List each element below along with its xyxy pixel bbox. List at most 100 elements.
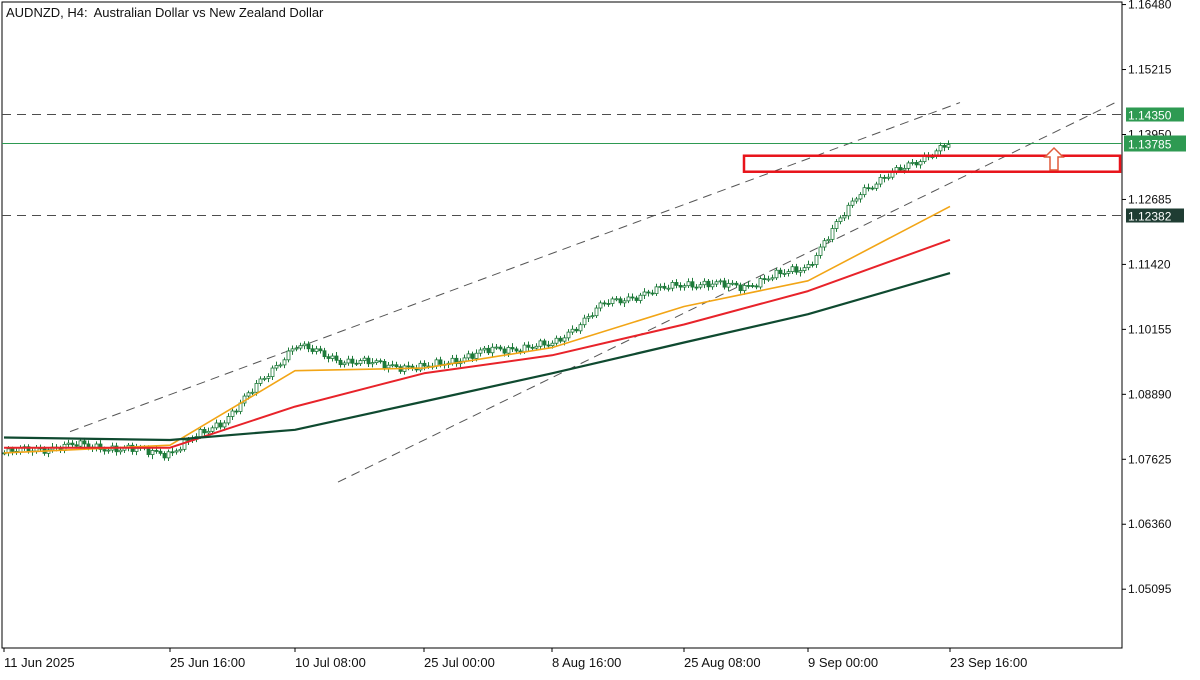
candle (858, 192, 863, 203)
candle (726, 279, 731, 292)
candle (718, 278, 723, 285)
candle (678, 282, 683, 291)
candle (618, 296, 623, 306)
candle-body (358, 360, 363, 365)
candle (170, 447, 175, 457)
candle-body (370, 362, 375, 365)
candle-body (742, 285, 747, 292)
candle-body (270, 367, 275, 377)
candle-body (702, 280, 707, 286)
candle (882, 174, 887, 183)
candle (306, 341, 311, 353)
candle (302, 341, 307, 350)
candle-body (710, 283, 715, 288)
candle (674, 279, 679, 289)
candle-body (750, 285, 755, 287)
candle (318, 345, 323, 354)
candle-body (790, 266, 795, 272)
candle-body (878, 176, 883, 185)
candle (70, 440, 75, 448)
candle (710, 279, 715, 290)
candle-body (898, 167, 903, 171)
candle-body (718, 280, 723, 283)
candle-body (278, 364, 283, 367)
candle (622, 297, 627, 308)
candle-body (406, 365, 411, 368)
candle (642, 288, 647, 299)
candle-body (818, 246, 823, 256)
candle (758, 276, 763, 290)
candle-body (86, 443, 91, 448)
candle (626, 293, 631, 304)
candle-body (350, 358, 355, 364)
candle-body (282, 359, 287, 366)
candle (654, 283, 659, 296)
candle-body (714, 281, 719, 285)
candle (634, 295, 639, 303)
candle-body (390, 364, 395, 367)
candle-body (314, 348, 319, 352)
candle (282, 357, 287, 369)
x-tick-label: 9 Sep 00:00 (808, 655, 878, 670)
candle-body (854, 198, 859, 202)
candle-body (154, 450, 159, 452)
candle-body (778, 269, 783, 275)
candle-body (654, 286, 659, 294)
candle-body (362, 357, 367, 361)
candle (290, 345, 295, 355)
candle-body (634, 297, 639, 301)
channel-line (69, 102, 961, 433)
candle-body (882, 176, 887, 179)
candle (162, 451, 167, 461)
candle-body (78, 440, 83, 447)
candle (294, 345, 299, 352)
candle (386, 362, 391, 373)
candle-body (802, 267, 807, 271)
candle-body (546, 344, 551, 347)
candle (298, 342, 303, 351)
candle (806, 260, 811, 271)
candle (270, 365, 275, 380)
candle-body (202, 428, 207, 434)
candle (278, 362, 283, 368)
y-tick-label: 1.15215 (1128, 63, 1172, 77)
candle-body (814, 255, 819, 266)
candle (602, 300, 607, 307)
candle-body (170, 451, 175, 454)
candle-body (498, 346, 503, 350)
candle-body (646, 291, 651, 294)
candle (682, 283, 687, 291)
candle (630, 293, 635, 301)
candle (834, 218, 839, 232)
candle-body (690, 281, 695, 288)
candle-body (658, 285, 663, 288)
candle-body (726, 283, 731, 288)
candle-body (534, 345, 539, 349)
ma-slow-line (3, 272, 951, 442)
candle (594, 305, 599, 319)
candle-body (918, 161, 923, 166)
candle (746, 280, 751, 289)
candle-body (470, 353, 475, 359)
candle (750, 283, 755, 289)
up-arrow-icon (1043, 146, 1065, 171)
candle-body (178, 448, 183, 452)
candle-body (222, 422, 227, 428)
candle (722, 277, 727, 290)
candle-body (626, 296, 631, 302)
candle-body (166, 451, 171, 459)
candle-body (250, 391, 255, 394)
candle (358, 358, 363, 367)
time-axis: 11 Jun 2025 25 Jun 16:00 10 Jul 08:00 25 Ju… (3, 648, 1027, 670)
candle-body (506, 347, 511, 354)
candle-body (830, 228, 835, 240)
candle-body (306, 343, 311, 350)
candle-body (302, 343, 307, 347)
candle-body (734, 282, 739, 286)
x-tick-label: 23 Sep 16:00 (950, 655, 1027, 670)
candle-body (542, 340, 547, 346)
candle (770, 274, 775, 282)
candle-body (590, 315, 595, 318)
